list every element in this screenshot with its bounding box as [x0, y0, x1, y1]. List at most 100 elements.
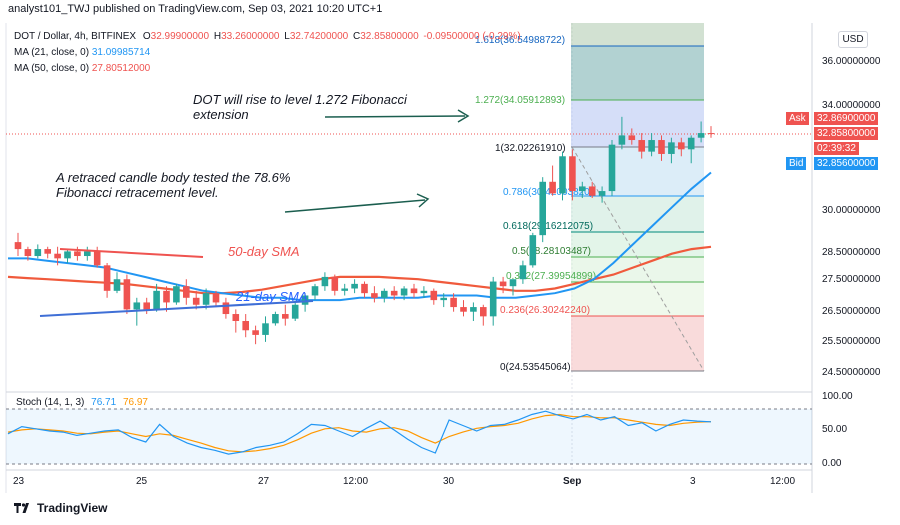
- candle-body: [54, 253, 61, 259]
- ma21-label: MA (21, close, 0): [14, 47, 90, 58]
- time-tick: Sep: [563, 476, 581, 487]
- candle-body: [252, 330, 259, 335]
- candle-body: [14, 242, 22, 250]
- stochastic-pane[interactable]: 100.00 50.00 0.00: [6, 391, 853, 469]
- candle-body: [163, 290, 170, 303]
- ma50-label: MA (50, close, 0): [14, 63, 90, 74]
- currency-button[interactable]: USD: [838, 31, 868, 48]
- fib-label: 0.618(29.16212075): [503, 221, 593, 232]
- time-tick: 23: [13, 476, 25, 487]
- stoch-k-path: [7, 410, 712, 455]
- high-value: 33.26000000: [221, 31, 280, 42]
- stoch-d-value: 76.97: [122, 397, 148, 408]
- candle-body: [549, 181, 556, 194]
- candle-body: [579, 186, 586, 192]
- ma21-path: [8, 171, 712, 302]
- candle-body: [242, 320, 249, 331]
- candle-body: [381, 290, 388, 298]
- candle-body: [24, 249, 32, 257]
- price-tick: 36.00000000: [822, 56, 881, 67]
- candle-body: [301, 295, 309, 305]
- candle-body: [143, 302, 150, 310]
- candle-body: [321, 276, 329, 287]
- ma50-legend[interactable]: MA (50, close, 0) 27.80512000: [14, 63, 150, 74]
- candle-body: [93, 251, 101, 266]
- candle-body: [272, 314, 279, 324]
- candle-body: [569, 156, 576, 192]
- countdown-timer: 02:39:32: [814, 142, 859, 155]
- candle-body: [331, 276, 339, 291]
- sma21-annotation-line: [39, 300, 314, 317]
- candle-body: [668, 142, 675, 154]
- price-tick: 25.50000000: [822, 336, 881, 347]
- candle-body: [410, 288, 418, 294]
- stochastic-legend[interactable]: Stoch (14, 1, 3) 76.71 76.97: [16, 397, 148, 408]
- tradingview-logo[interactable]: TradingView: [14, 501, 107, 515]
- last-price-value: 32.85800000: [814, 127, 879, 140]
- candle-body: [371, 293, 378, 298]
- candle-body: [489, 281, 497, 317]
- close-label: C: [353, 31, 361, 42]
- candle-body: [390, 290, 398, 296]
- fib-label: 0.5(28.28103487): [512, 246, 591, 257]
- candle-body: [192, 297, 200, 305]
- tradingview-logo-icon: [14, 503, 29, 513]
- published-line: analyst101_TWJ published on TradingView.…: [8, 3, 383, 15]
- symbol-legend[interactable]: DOT / Dollar, 4h, BITFINEX O32.99900000 …: [14, 31, 521, 42]
- candle-body: [262, 323, 269, 335]
- ma21-line: [8, 171, 712, 302]
- price-scale[interactable]: 36.00000000 34.00000000 30.00000000 28.5…: [822, 56, 881, 378]
- arrow-icon: [284, 193, 430, 213]
- price-tick: 24.50000000: [822, 367, 881, 378]
- candle-body: [450, 297, 457, 308]
- candle-body: [44, 249, 51, 254]
- candle-body: [361, 283, 368, 294]
- candle-body: [539, 181, 546, 236]
- fib-label: 0.236(26.30242240): [500, 305, 590, 316]
- stoch-k-value: 76.71: [91, 397, 117, 408]
- fib-label: 1(32.02261910): [495, 143, 566, 154]
- price-tick: 27.50000000: [822, 274, 881, 285]
- stoch-scale: 50.00: [822, 424, 847, 435]
- open-label: O: [142, 31, 151, 42]
- candle-body: [697, 133, 705, 138]
- high-label: H: [213, 31, 222, 42]
- ma21-legend[interactable]: MA (21, close, 0) 31.09985714: [14, 47, 150, 58]
- candle-body: [648, 140, 655, 152]
- candle-body: [291, 304, 299, 319]
- candle-body: [232, 314, 240, 321]
- fib-label: 1.272(34.05912893): [475, 95, 565, 106]
- candle-body: [559, 156, 566, 194]
- candle-body: [113, 279, 121, 291]
- candle-body: [341, 288, 348, 291]
- candle-body: [480, 307, 487, 317]
- candle-body: [598, 191, 606, 196]
- candle-body: [529, 235, 537, 266]
- candle-body: [519, 265, 527, 280]
- time-axis[interactable]: 23 25 27 12:00 30 Sep 3 12:00: [13, 476, 795, 487]
- fib-label: 0.786(30.42003820): [503, 187, 593, 198]
- candle-body: [638, 140, 645, 152]
- brand-name: TradingView: [37, 501, 108, 515]
- ma21-value: 31.09985714: [91, 47, 151, 58]
- stoch-scale: 0.00: [822, 458, 842, 469]
- candle-body: [282, 314, 289, 319]
- fib-label: 1.618(36.54988722): [475, 35, 565, 46]
- candle-body: [351, 283, 358, 289]
- bid-label: Bid: [786, 157, 807, 170]
- candle-body: [687, 137, 695, 150]
- fibonacci-zones: [571, 23, 705, 372]
- candle-body: [64, 251, 71, 259]
- time-tick: 25: [136, 476, 148, 487]
- candlesticks: [14, 116, 715, 345]
- candle-body: [84, 251, 91, 257]
- candle-body: [202, 293, 210, 305]
- price-tick: 30.00000000: [822, 205, 881, 216]
- candle-body: [311, 286, 319, 296]
- time-tick: 30: [443, 476, 455, 487]
- fibonacci-labels: 1.618(36.54988722) 1.272(34.05912893) 1(…: [475, 35, 596, 373]
- fib-label: 0(24.53545064): [500, 362, 571, 373]
- price-tick: 34.00000000: [822, 100, 881, 111]
- candle-body: [430, 290, 438, 301]
